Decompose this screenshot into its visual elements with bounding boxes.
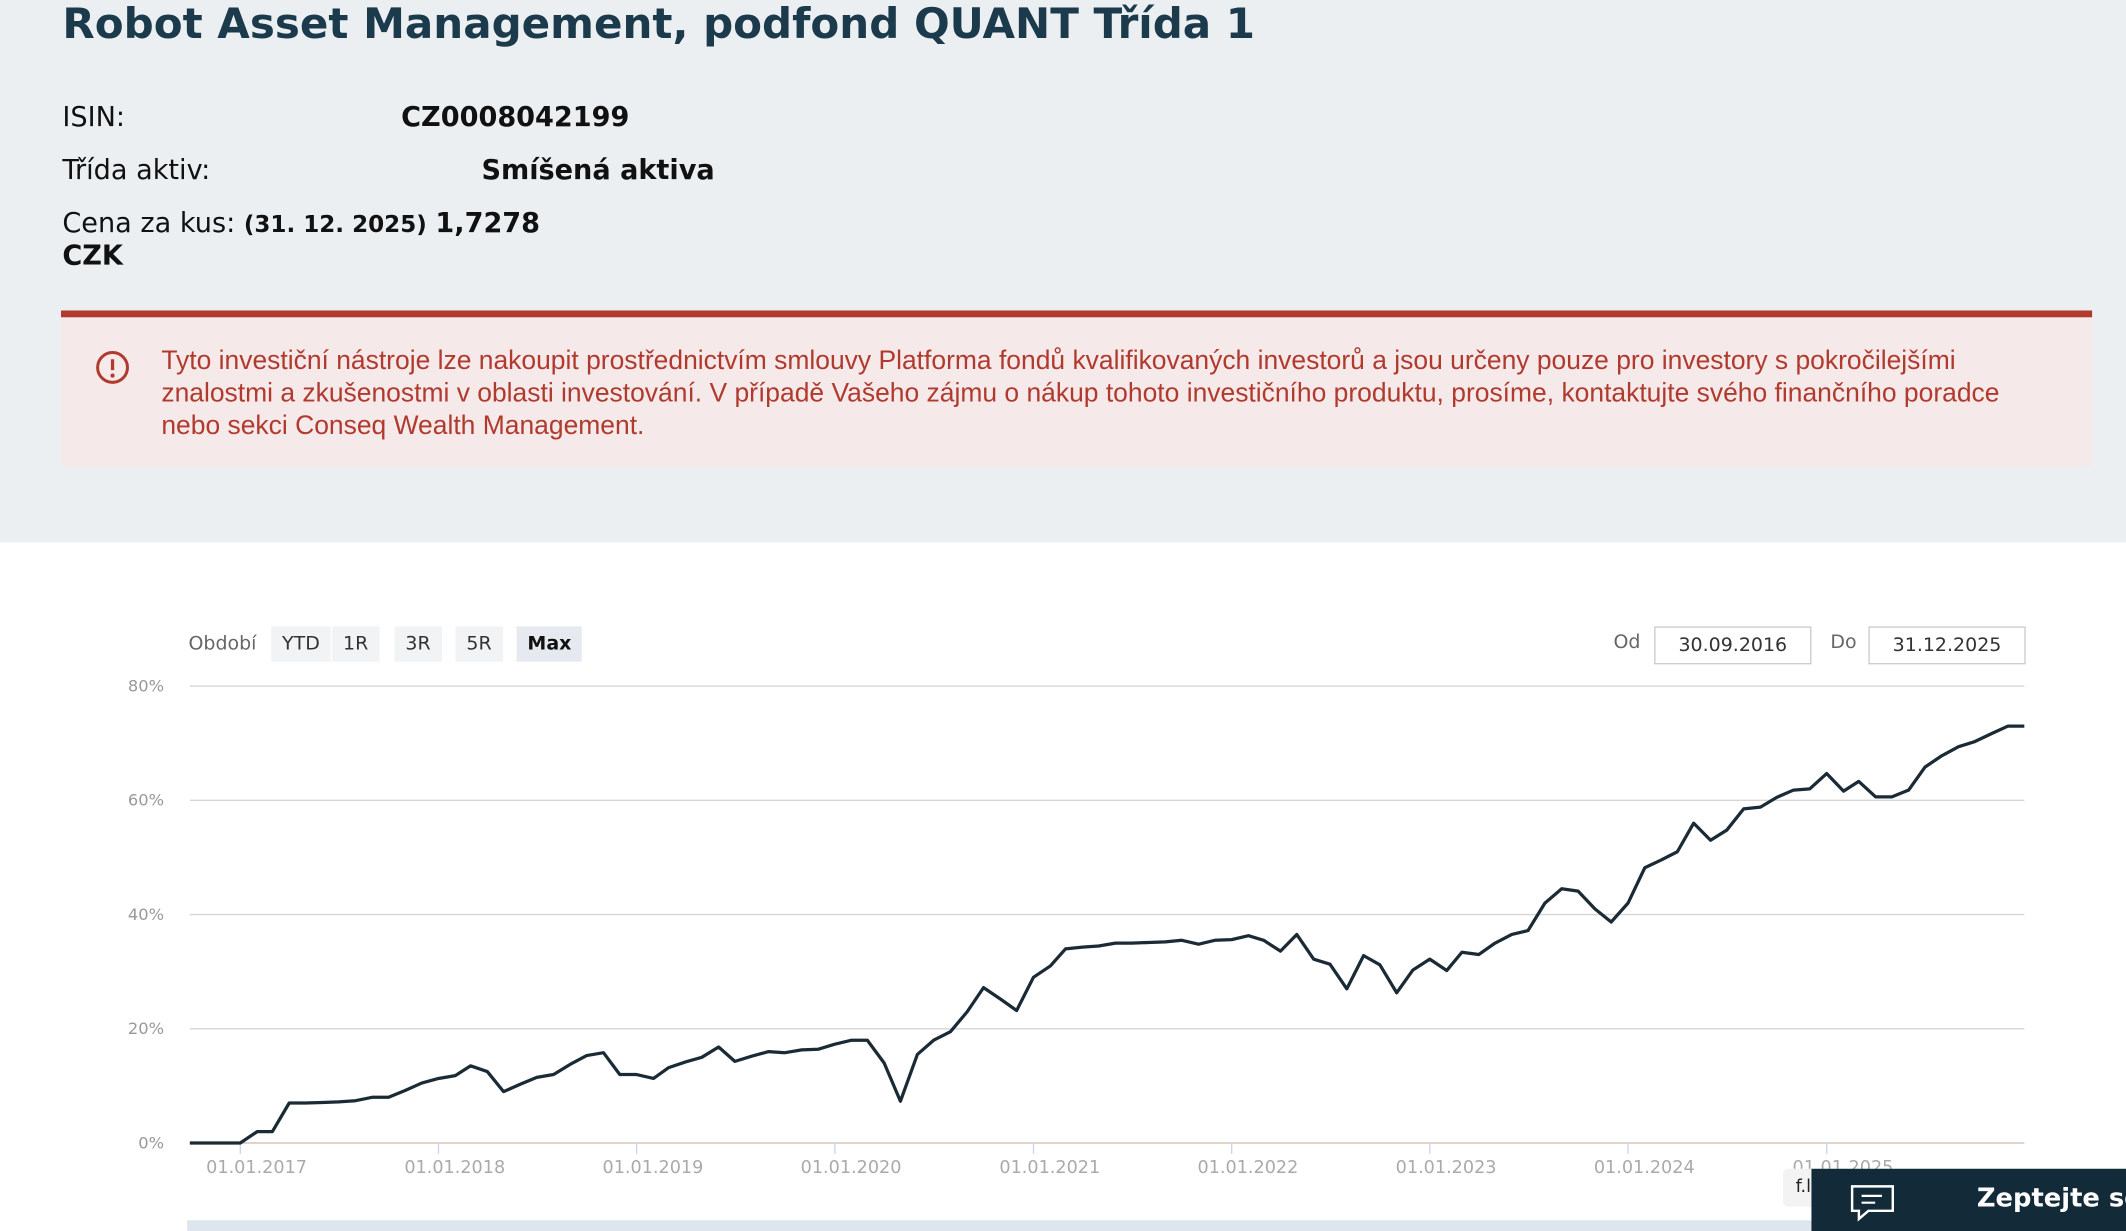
price-line [189,724,2025,1145]
info-row: Cena za kus: (31. 12. 2025) 1,7278 CZK [62,206,566,271]
x-tick-label: 01.01.2018 [404,1158,505,1178]
header-section: Robot Asset Management, podfond QUANT Tř… [0,0,2126,543]
chat-label: Zeptejte se [1976,1183,2126,1214]
to-label: Do [1830,631,1857,654]
fund-title: Robot Asset Management, podfond QUANT Tř… [62,0,1256,49]
price-date: (31. 12. 2025) [243,211,427,239]
info-value: CZ0008042199 [401,100,630,133]
range-navigator[interactable] [187,1220,2025,1231]
period-button[interactable]: 5R [455,626,503,662]
info-value: Smíšená aktiva [481,153,715,186]
info-label: Cena za kus: [62,206,236,239]
x-tick-label: 01.01.2024 [1594,1158,1695,1178]
warning-text: Tyto investiční nástroje lze nakoupit pr… [161,345,2000,441]
period-label: Období [188,633,257,655]
info-label: Třída aktiv: [62,153,211,186]
period-button[interactable]: 3R [394,626,442,662]
period-button[interactable]: 1R [332,626,380,662]
info-value: 1,7278 CZK [62,206,541,272]
from-label: Od [1613,631,1641,654]
x-tick-label: 01.01.2019 [602,1158,703,1178]
info-label: ISIN: [62,100,126,133]
to-input[interactable]: 31.12.2025 [1868,626,2026,665]
chat-button[interactable]: Zeptejte se [1811,1168,2126,1231]
period-button[interactable]: Max [516,626,583,662]
y-tick-label: 20% [128,1019,164,1038]
warning-icon [96,351,129,384]
info-row: Třída aktiv: Smíšená aktiva [62,153,714,186]
chat-icon [1850,1185,1895,1222]
period-button[interactable]: YTD [271,626,331,662]
y-tick-label: 80% [128,676,164,695]
from-input[interactable]: 30.09.2016 [1654,626,1812,665]
x-tick-label: 01.01.2017 [206,1158,307,1178]
x-tick-label: 01.01.2023 [1396,1158,1497,1178]
y-tick-label: 0% [138,1133,164,1152]
x-tick-label: 01.01.2020 [801,1158,902,1178]
x-tick-label: 01.01.2021 [999,1158,1100,1178]
y-tick-label: 40% [128,905,164,924]
warning-box: Tyto investiční nástroje lze nakoupit pr… [61,310,2093,467]
y-tick-label: 60% [128,791,164,810]
info-row: ISIN: CZ0008042199 [62,100,629,133]
x-tick-label: 01.01.2022 [1198,1158,1299,1178]
